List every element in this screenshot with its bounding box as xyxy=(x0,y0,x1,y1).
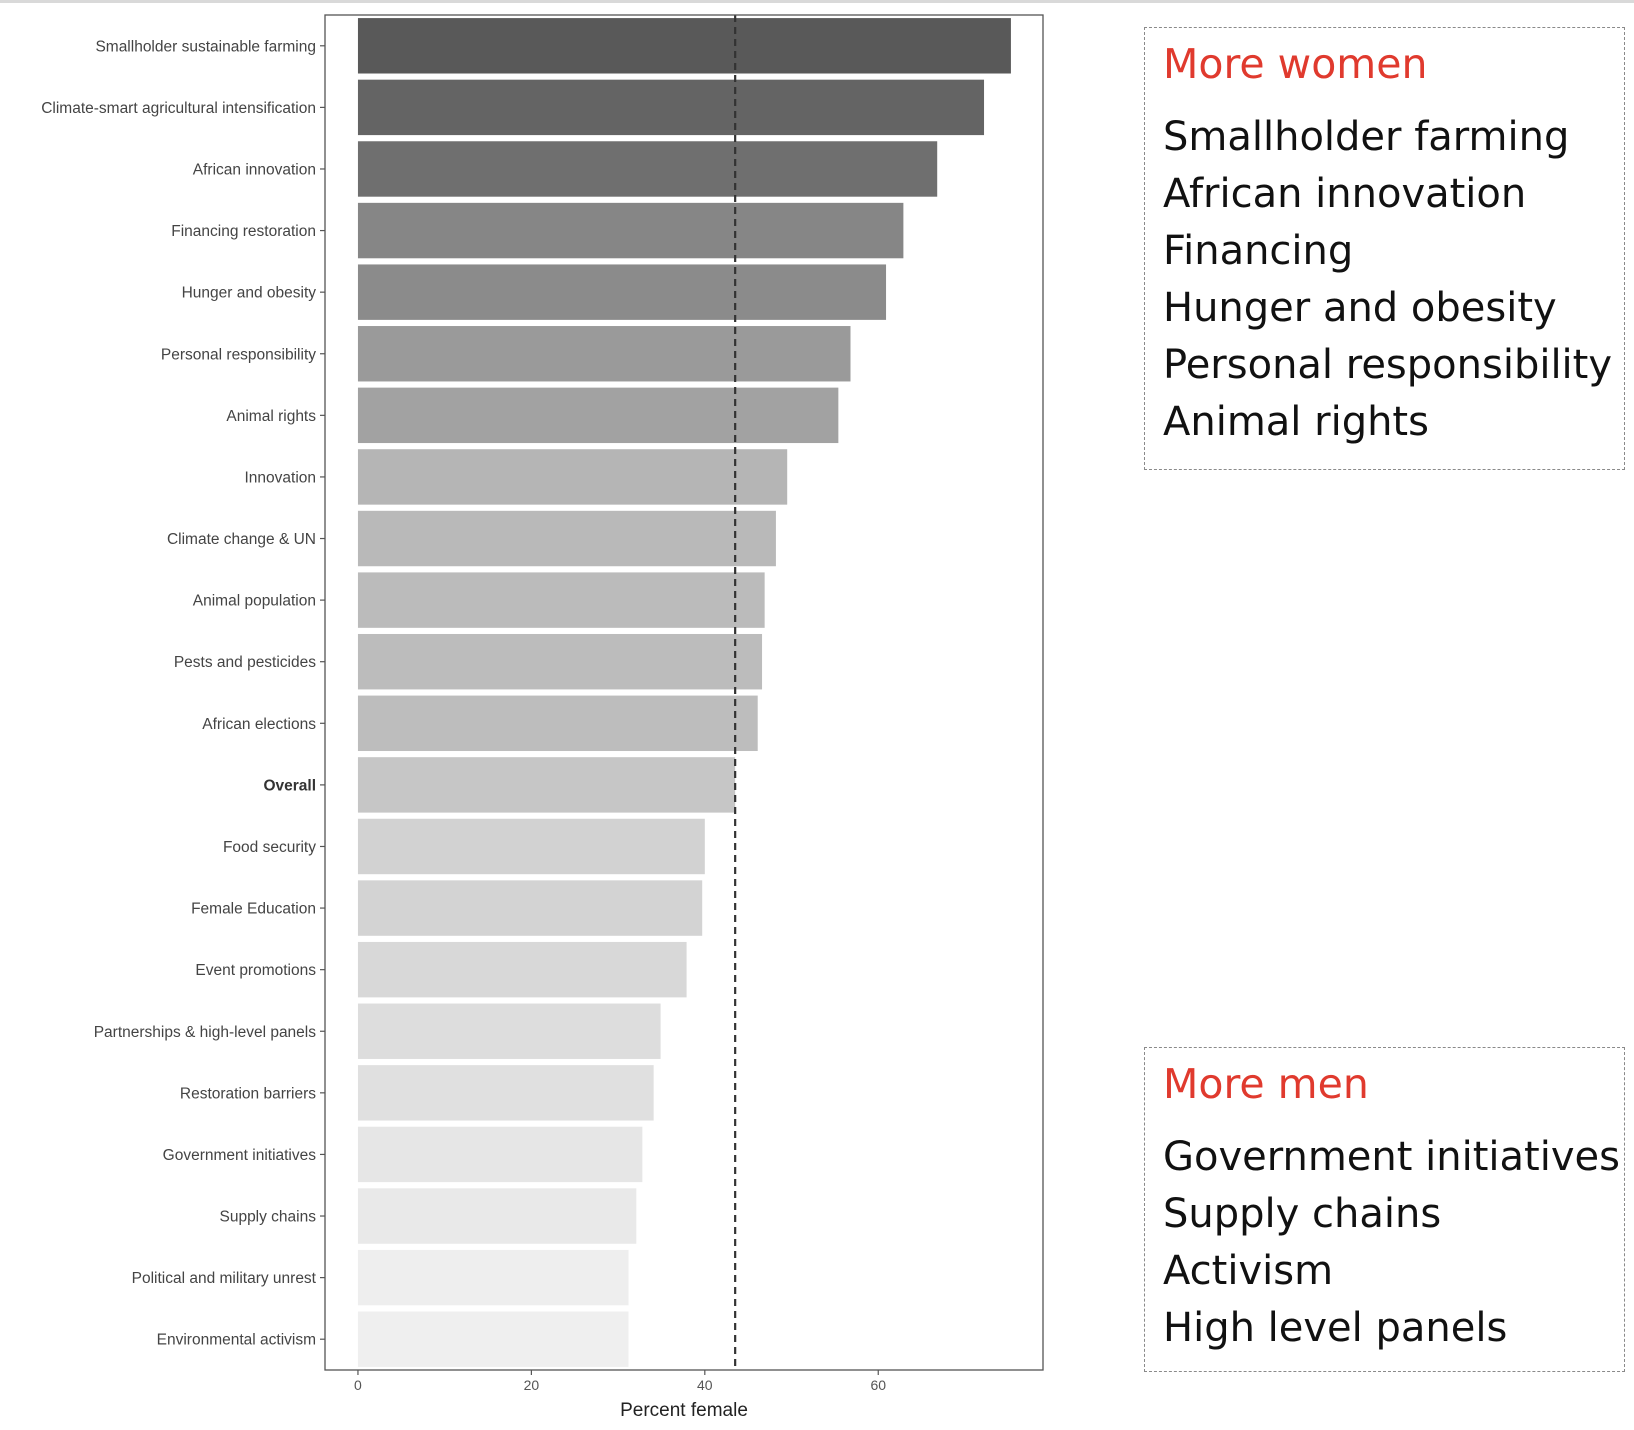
y-tick-label: Smallholder sustainable farming xyxy=(95,38,316,55)
more-women-item: Financing xyxy=(1163,228,1354,275)
bar-political-and-military-unrest xyxy=(357,1249,629,1306)
y-tick-label: Animal rights xyxy=(226,408,316,425)
more-men-callout: More men Government initiatives Supply ch… xyxy=(1144,1047,1625,1372)
more-women-item: African innovation xyxy=(1163,171,1527,218)
y-tick-label: Political and military unrest xyxy=(132,1270,317,1287)
y-tick-label: Supply chains xyxy=(219,1209,316,1226)
more-women-item: Smallholder farming xyxy=(1163,114,1570,161)
more-women-item: Animal rights xyxy=(1163,399,1429,446)
bar-animal-population xyxy=(357,572,765,628)
plot-panel-border xyxy=(324,14,1044,1371)
x-tick-label: 20 xyxy=(524,1377,540,1393)
y-tick-label: Climate change & UN xyxy=(167,531,316,548)
bar-african-elections xyxy=(357,695,758,752)
bar-event-promotions xyxy=(357,941,687,998)
y-tick-label: Female Education xyxy=(191,901,316,918)
more-women-list: Smallholder farming African innovation Fin… xyxy=(1163,109,1624,451)
more-women-item: Personal responsibility xyxy=(1163,342,1613,389)
bar-environmental-activism xyxy=(357,1311,629,1367)
y-tick-label: Restoration barriers xyxy=(180,1085,316,1102)
y-tick-label: African elections xyxy=(202,716,316,733)
top-divider xyxy=(0,0,1634,3)
bar-african-innovation xyxy=(357,141,938,197)
bar-personal-responsibility xyxy=(357,326,851,382)
bar-supply-chains xyxy=(357,1188,637,1244)
more-men-item: High level panels xyxy=(1163,1305,1508,1352)
more-men-list: Government initiatives Supply chains Activ… xyxy=(1163,1129,1624,1357)
x-tick-label: 40 xyxy=(697,1377,713,1393)
y-tick-label: Personal responsibility xyxy=(161,346,316,363)
bar-smallholder-sustainable-farming xyxy=(357,18,1011,74)
y-tick-label: Environmental activism xyxy=(157,1332,316,1349)
more-women-callout: More women Smallholder farming African in… xyxy=(1144,27,1625,470)
bar-food-security xyxy=(357,818,705,875)
y-tick-label: Hunger and obesity xyxy=(182,285,317,302)
y-tick-label: Innovation xyxy=(244,469,316,486)
more-men-title: More men xyxy=(1163,1060,1369,1108)
bar-restoration-barriers xyxy=(357,1065,654,1121)
bar-climate-smart-agricultural-intensification xyxy=(357,79,985,136)
bar-animal-rights xyxy=(357,387,839,444)
y-tick-label: Overall xyxy=(263,777,316,794)
more-women-title: More women xyxy=(1163,40,1428,88)
more-men-item: Activism xyxy=(1163,1248,1334,1295)
y-tick-label: Pests and pesticides xyxy=(174,654,316,671)
x-tick-label: 0 xyxy=(354,1377,362,1393)
bar-hunger-and-obesity xyxy=(357,264,887,320)
bar-government-initiatives xyxy=(357,1126,643,1183)
bar-overall xyxy=(357,757,736,813)
x-tick-label: 60 xyxy=(870,1377,886,1393)
y-tick-label: Event promotions xyxy=(195,962,316,979)
y-tick-label: Government initiatives xyxy=(163,1147,317,1164)
bar-climate-change-un xyxy=(357,510,776,567)
bar-financing-restoration xyxy=(357,202,904,259)
more-men-item: Government initiatives xyxy=(1163,1134,1620,1181)
bar-partnerships-high-level-panels xyxy=(357,1003,661,1059)
y-tick-label: African innovation xyxy=(193,161,316,178)
bar-innovation xyxy=(357,449,788,505)
y-tick-label: Climate-smart agricultural intensificati… xyxy=(41,100,316,117)
bar-pests-and-pesticides xyxy=(357,633,763,690)
y-tick-label: Partnerships & high-level panels xyxy=(94,1024,317,1041)
more-women-item: Hunger and obesity xyxy=(1163,285,1557,332)
more-men-item: Supply chains xyxy=(1163,1191,1442,1238)
y-tick-label: Food security xyxy=(223,839,316,856)
x-axis-title: Percent female xyxy=(620,1400,748,1421)
y-tick-label: Animal population xyxy=(193,593,316,610)
y-tick-label: Financing restoration xyxy=(171,223,316,240)
bar-female-education xyxy=(357,880,703,936)
